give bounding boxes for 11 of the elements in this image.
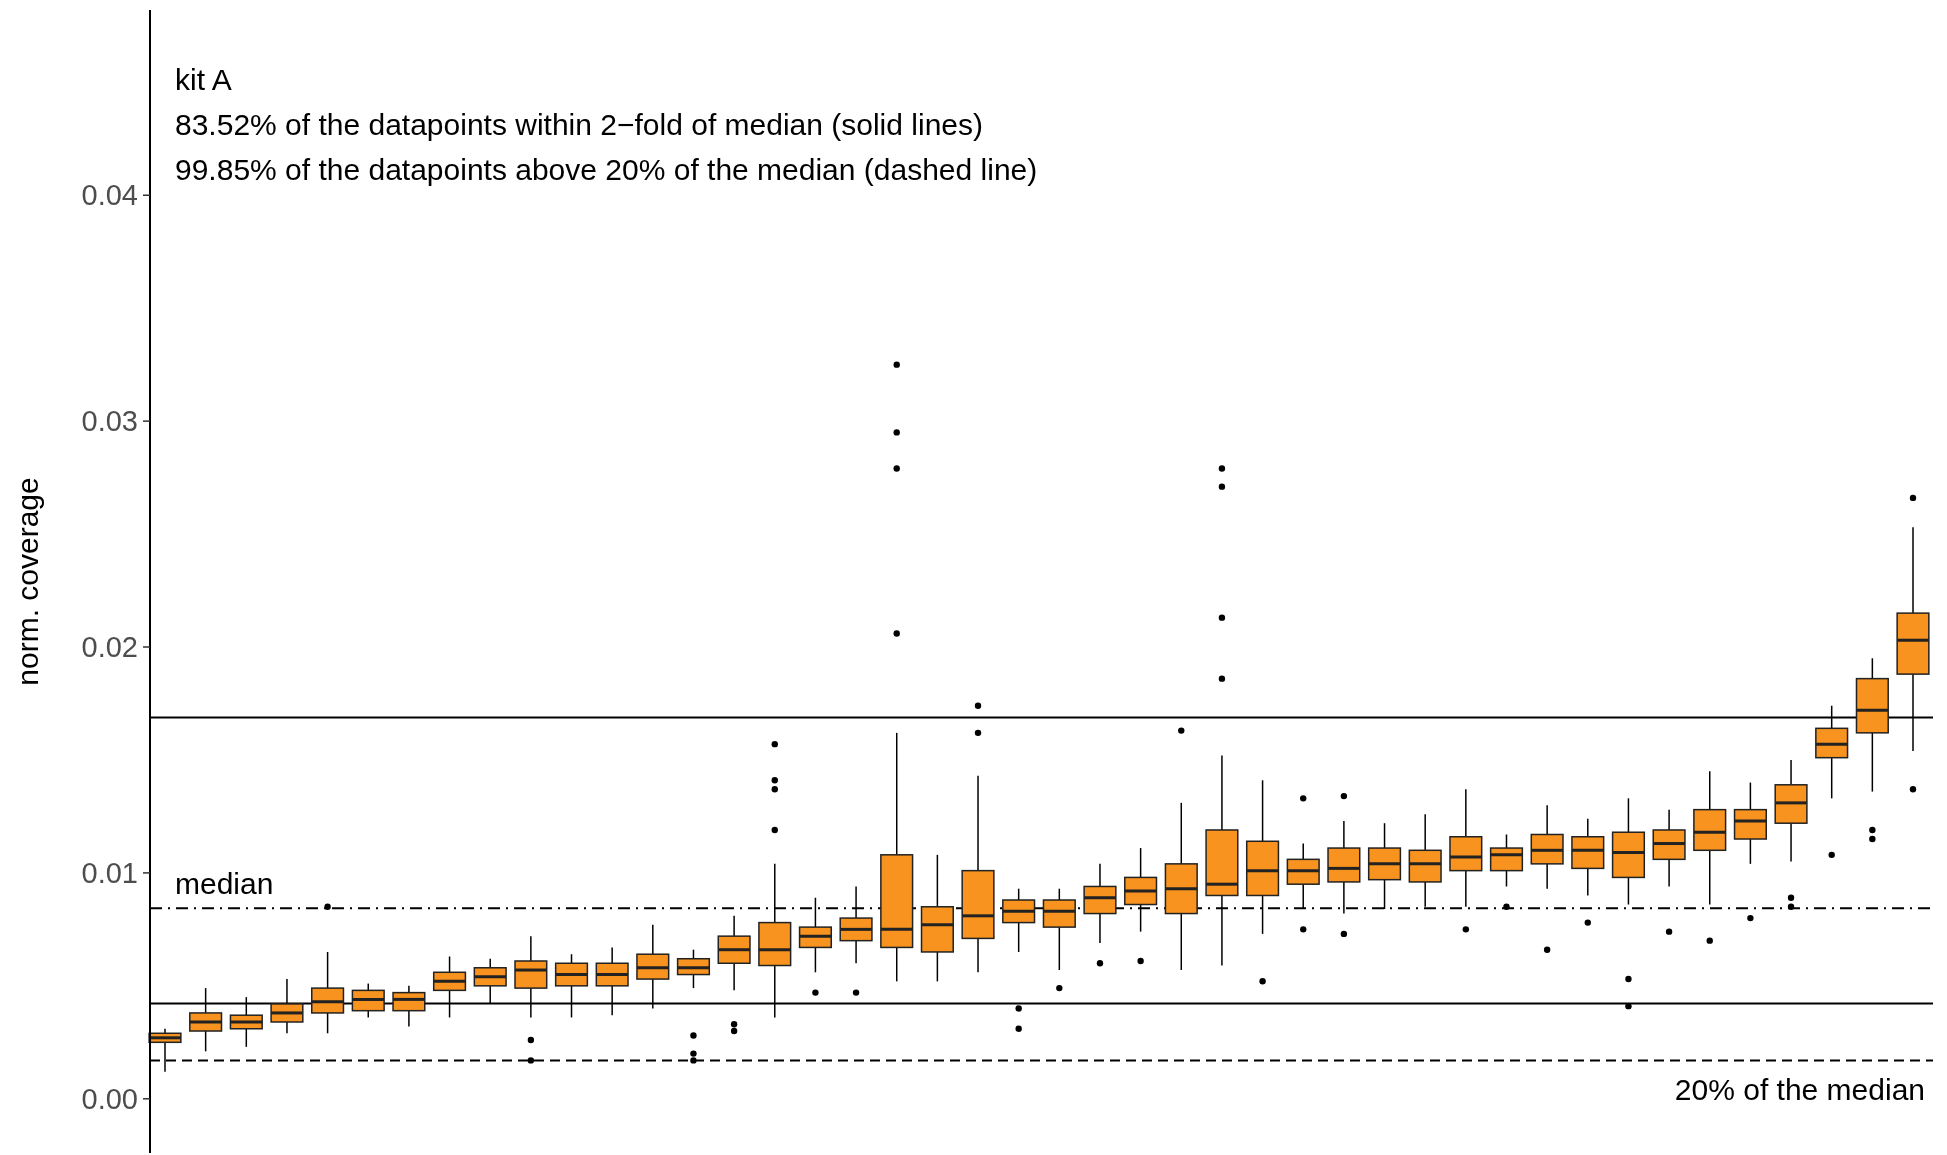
annotation: 83.52% of the datapoints within 2−fold of median (solid lines) bbox=[175, 108, 983, 141]
y-tick-label: 0.04 bbox=[81, 179, 138, 212]
ref-line-label: 20% of the median bbox=[1674, 1073, 1925, 1107]
y-tick-label: 0.03 bbox=[81, 405, 138, 438]
ref-line-label: median bbox=[175, 867, 274, 901]
y-tick-label: 0.01 bbox=[81, 857, 138, 890]
annotation: kit A bbox=[175, 63, 232, 96]
y-axis-title: norm. coverage bbox=[11, 477, 44, 686]
y-tick-label: 0.00 bbox=[81, 1082, 138, 1115]
y-tick-label: 0.02 bbox=[81, 631, 138, 664]
annotation: 99.85% of the datapoints above 20% of the median (dashed line) bbox=[175, 153, 1038, 186]
